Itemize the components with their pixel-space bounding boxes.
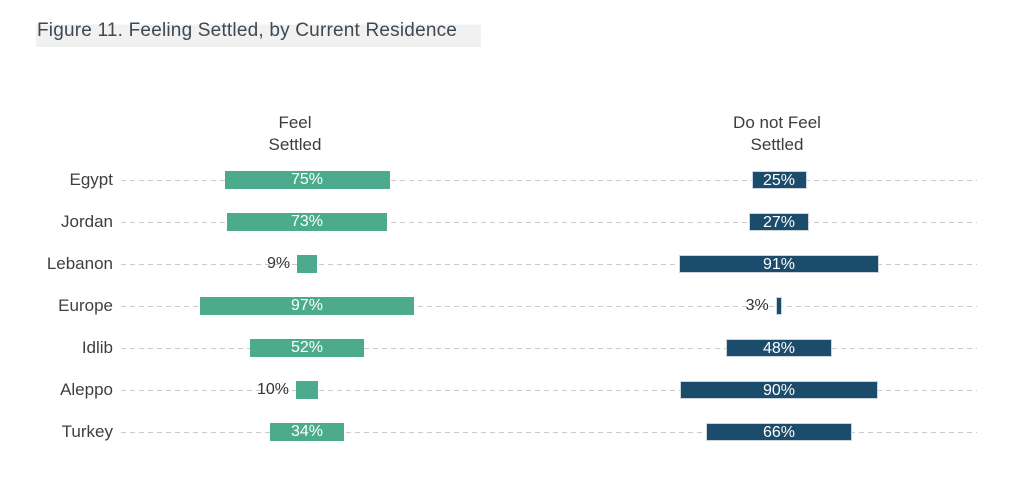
- do-not-feel-settled-bar: 90%: [680, 381, 878, 399]
- row-gridline: [121, 390, 977, 391]
- bar-value-label: 91%: [762, 256, 795, 273]
- row-gridline: [121, 180, 977, 181]
- do-not-feel-settled-bar: 48%: [726, 339, 832, 357]
- category-label: Turkey: [61, 422, 113, 441]
- category-label: Egypt: [69, 170, 113, 189]
- feel-settled-bar: 73%: [226, 213, 388, 231]
- bar-value-label: 75%: [290, 171, 324, 188]
- column-header-feel-settled: Feel Settled: [268, 113, 322, 154]
- feel-settled-bar: [297, 255, 317, 273]
- bar-value-label: 27%: [762, 214, 795, 231]
- feel-settled-bar: 75%: [224, 171, 390, 189]
- feel-settled-bar: 34%: [269, 423, 345, 441]
- row-gridline: [121, 348, 977, 349]
- category-label: Jordan: [61, 212, 113, 231]
- bar-value-label: 34%: [290, 423, 323, 440]
- bar-value-label-outside: 3%: [745, 297, 769, 314]
- bar-value-label: 52%: [290, 339, 323, 356]
- row-gridline: [121, 222, 977, 223]
- figure-title-text: Figure 11. Feeling Settled, by Current R…: [36, 18, 482, 47]
- category-label: Europe: [58, 296, 113, 315]
- row-gridline: [121, 432, 977, 433]
- bar-value-label: 25%: [762, 172, 796, 189]
- do-not-feel-settled-bar: 66%: [706, 423, 852, 441]
- bar-value-label-outside: 9%: [266, 255, 291, 272]
- do-not-feel-settled-bar: 91%: [678, 255, 880, 273]
- bar-value-label: 73%: [290, 213, 323, 230]
- feel-settled-bar: [296, 381, 318, 399]
- feel-settled-bar: 52%: [249, 339, 365, 357]
- row-gridline: [121, 306, 977, 307]
- feel-settled-bar: 97%: [200, 297, 414, 315]
- row-gridline: [121, 264, 977, 265]
- bar-value-label: 97%: [290, 297, 323, 314]
- do-not-feel-settled-bar: [775, 297, 783, 315]
- bar-value-label: 90%: [762, 382, 796, 399]
- do-not-feel-settled-bar: 25%: [751, 171, 807, 189]
- bar-value-label: 66%: [762, 424, 795, 441]
- do-not-feel-settled-bar: 27%: [749, 213, 809, 231]
- category-label: Aleppo: [60, 380, 113, 399]
- category-label: Lebanon: [46, 254, 113, 273]
- bar-value-label-outside: 10%: [256, 381, 289, 398]
- column-header-do-not-feel-settled: Do not Feel Settled: [733, 113, 821, 154]
- category-label: Idlib: [81, 338, 113, 357]
- bar-value-label: 48%: [762, 340, 795, 357]
- figure-title: Figure 11. Feeling Settled, by Current R…: [36, 18, 482, 47]
